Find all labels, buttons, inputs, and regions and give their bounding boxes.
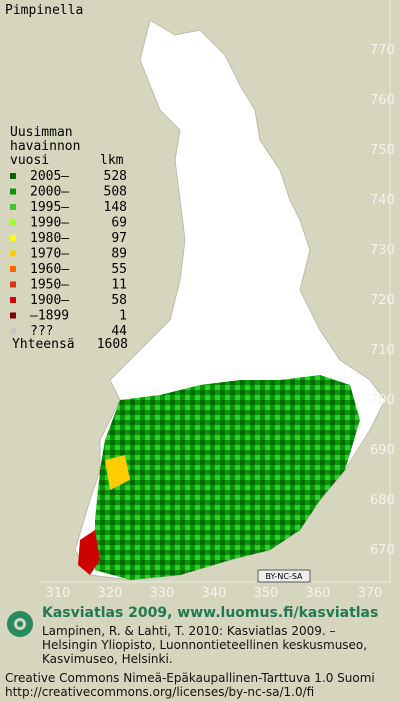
license-badge-text: BY-NC-SA xyxy=(265,572,303,581)
legend-swatch xyxy=(10,312,16,319)
legend-swatch xyxy=(10,297,16,303)
legend-swatch xyxy=(10,219,16,226)
observation-area xyxy=(95,375,360,580)
legend-label: 1950– xyxy=(30,278,69,293)
legend-label: 1900– xyxy=(30,293,69,308)
license-line: http://creativecommons.org/licenses/by-n… xyxy=(5,685,314,699)
citation-line: Kasvimuseo, Helsinki. xyxy=(42,652,173,666)
y-label: 720 xyxy=(370,293,395,308)
y-label: 750 xyxy=(370,143,395,158)
legend-count: 11 xyxy=(111,278,127,293)
y-label: 730 xyxy=(370,243,395,258)
footer-heading: Kasviatlas 2009, www.luomus.fi/kasviatla… xyxy=(42,605,378,621)
legend-count: 97 xyxy=(111,231,127,246)
legend-label: 1980– xyxy=(30,231,69,246)
old-records xyxy=(105,455,130,490)
legend-count: 1 xyxy=(119,309,127,324)
legend-total: 1608 xyxy=(97,337,128,352)
y-label: 740 xyxy=(370,193,395,208)
legend-heading: vuosi xyxy=(10,153,49,168)
legend-count: 55 xyxy=(111,262,127,277)
y-label: 670 xyxy=(370,543,395,558)
legend-swatch xyxy=(10,204,16,210)
x-label: 350 xyxy=(254,586,279,601)
legend-count: 148 xyxy=(104,200,127,215)
legend-label: 2005– xyxy=(30,169,69,184)
y-label: 770 xyxy=(370,43,395,58)
x-label: 360 xyxy=(306,586,331,601)
legend-swatch xyxy=(10,266,16,272)
legend-swatch xyxy=(10,328,16,334)
legend-count: 58 xyxy=(111,293,127,308)
x-label: 310 xyxy=(46,586,71,601)
legend-count: 89 xyxy=(111,247,127,262)
legend-label: 1995– xyxy=(30,200,69,215)
axes: 770 760 750 740 730 720 710 700 690 680 670 310 320 3… xyxy=(46,43,395,601)
license-line: Creative Commons Nimeä-Epäkaupallinen-Ta… xyxy=(5,671,375,685)
footer: Lampinen, R. & Lahti, T. 2010: Kasviatla… xyxy=(5,624,375,699)
legend-heading: Uusimman xyxy=(10,125,73,140)
citation-line: Helsingin Yliopisto, Luonnontieteellinen… xyxy=(42,638,367,652)
y-label: 690 xyxy=(370,443,395,458)
legend-label: 1970– xyxy=(30,247,69,262)
legend-label: 1960– xyxy=(30,262,69,277)
legend-count: 44 xyxy=(111,324,127,339)
legend-swatch xyxy=(10,188,16,195)
old-records xyxy=(78,530,100,575)
legend-label: –1899 xyxy=(30,309,69,324)
legend-heading: havainnon xyxy=(10,139,80,154)
legend-count: 69 xyxy=(111,216,127,231)
x-label: 370 xyxy=(358,586,383,601)
legend-swatch xyxy=(10,250,16,257)
legend-total-label: Yhteensä xyxy=(12,337,75,352)
legend-label: ??? xyxy=(30,324,53,339)
license-badge xyxy=(257,569,311,583)
legend-swatch xyxy=(10,173,16,179)
map-frame xyxy=(40,0,391,583)
x-label: 340 xyxy=(202,586,227,601)
legend-count: 508 xyxy=(104,185,127,200)
legend-count-heading: lkm xyxy=(100,153,124,168)
y-label: 700 xyxy=(370,393,395,408)
x-label: 330 xyxy=(150,586,175,601)
citation-line: Lampinen, R. & Lahti, T. 2010: Kasviatla… xyxy=(42,624,336,638)
legend-label: 2000– xyxy=(30,185,69,200)
legend-swatch xyxy=(10,281,16,288)
legend-count: 528 xyxy=(104,169,127,184)
y-label: 760 xyxy=(370,93,395,108)
legend-swatch xyxy=(10,235,16,241)
x-label: 320 xyxy=(98,586,123,601)
map-title: Pimpinella xyxy=(5,3,83,18)
legend-label: 1990– xyxy=(30,216,69,231)
y-label: 680 xyxy=(370,493,395,508)
logo xyxy=(7,611,33,637)
y-label: 710 xyxy=(370,343,395,358)
